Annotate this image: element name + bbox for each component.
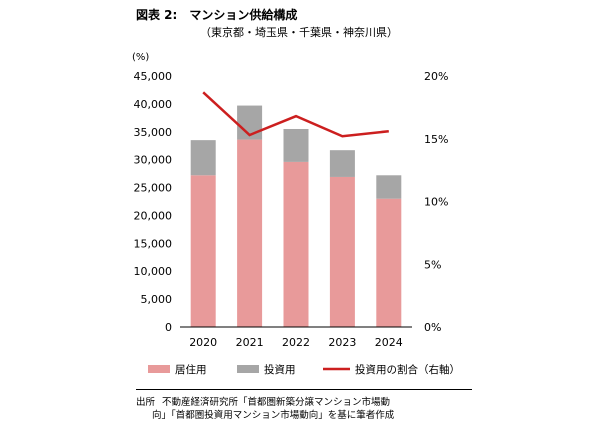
y-axis-ticks: 0 5,000 10,000 15,000 20,000 25,000 30,000 35,0… — [134, 70, 173, 334]
x-axis-ticks: 2020 2021 2022 2023 2024 — [189, 336, 403, 349]
legend-swatch-investment — [237, 365, 259, 373]
legend-label: 居住用 — [175, 363, 207, 376]
chart-title: 図表 2: マンション供給構成 — [136, 8, 298, 22]
y-tick-label: 20,000 — [134, 209, 173, 222]
y2-tick-label: 10% — [424, 196, 448, 209]
bar-investment — [190, 140, 216, 176]
y-tick-label: 5,000 — [141, 293, 173, 306]
legend-swatch-residential — [148, 365, 170, 373]
y-axis-unit: (%) — [132, 52, 149, 63]
y-tick-label: 25,000 — [134, 182, 173, 195]
x-tick-label: 2020 — [189, 336, 217, 349]
y-tick-label: 10,000 — [134, 265, 173, 278]
bar-investment — [329, 150, 355, 177]
source-divider — [136, 389, 472, 390]
y-tick-label: 0 — [165, 321, 172, 334]
bar-residential — [376, 198, 402, 327]
bar-investment — [283, 128, 309, 162]
x-tick-label: 2022 — [282, 336, 310, 349]
bar-residential — [283, 161, 309, 327]
chart-subtitle: （東京都・埼玉県・千葉県・神奈川県） — [200, 26, 398, 39]
source-label: 出所 — [136, 397, 156, 408]
x-tick-label: 2023 — [328, 336, 356, 349]
y2-tick-label: 0% — [424, 321, 441, 334]
x-tick-label: 2024 — [375, 336, 403, 349]
x-tick-label: 2021 — [236, 336, 264, 349]
source-text-line1: 不動産経済研究所「首都圏新築分譲マンション市場動 — [162, 397, 391, 408]
y2-tick-label: 5% — [424, 258, 441, 271]
y2-axis-ticks: 0% 5% 10% 15% 20% — [424, 70, 448, 334]
y-tick-label: 15,000 — [134, 237, 173, 250]
source-note: 出所 不動産経済研究所「首都圏新築分譲マンション市場動 向」「首都圏投資用マンショ… — [136, 396, 394, 422]
ratio-line-series — [202, 91, 389, 138]
y-tick-label: 40,000 — [134, 98, 173, 111]
y-tick-label: 35,000 — [134, 126, 173, 139]
bar-investment — [376, 175, 402, 199]
bar-residential — [329, 176, 355, 327]
source-text-line2: 向」「首都圏投資用マンション市場動向」を基に筆者作成 — [152, 410, 395, 421]
legend-label: 投資用 — [264, 363, 296, 376]
y2-tick-label: 20% — [424, 70, 448, 83]
bar-residential — [190, 175, 216, 327]
legend-label: 投資用の割合（右軸） — [355, 363, 460, 376]
y-tick-label: 30,000 — [134, 154, 173, 167]
y-tick-label: 45,000 — [134, 70, 173, 83]
legend: 居住用 投資用 投資用の割合（右軸） — [148, 363, 460, 376]
bar-series — [190, 105, 402, 327]
bar-residential — [237, 139, 263, 327]
y2-tick-label: 15% — [424, 133, 448, 146]
